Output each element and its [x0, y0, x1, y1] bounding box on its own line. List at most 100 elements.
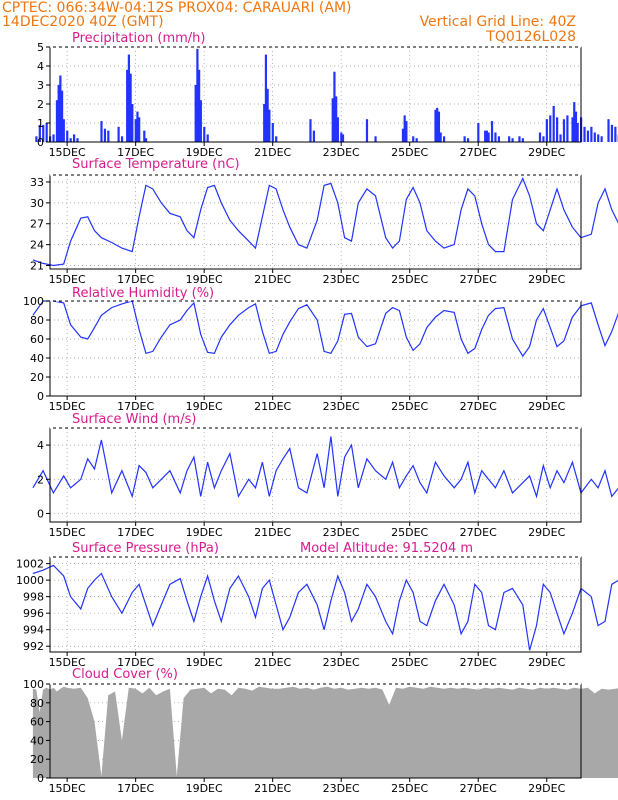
wind-xtick-label: 23DEC: [323, 526, 360, 539]
humidity-xtick-label: 21DEC: [254, 400, 291, 413]
precip-bar: [129, 73, 132, 142]
precip-bar: [497, 136, 500, 142]
humidity-xtick-label: 19DEC: [186, 400, 223, 413]
cloud-ytick-label: 40: [30, 734, 44, 747]
precip-xtick-label: 17DEC: [117, 146, 154, 159]
cloud-ytick-label: 60: [30, 716, 44, 729]
precip-bar: [136, 111, 139, 142]
wind-xtick-label: 21DEC: [254, 526, 291, 539]
precip-bar: [312, 130, 315, 142]
precip-bar: [76, 138, 79, 142]
wind-ytick-label: 4: [37, 439, 44, 452]
header-station-line: CPTEC: 066:34W-04:12S PROX04: CARAUARI (…: [2, 0, 352, 16]
precip-bar: [607, 119, 610, 142]
precip-bar: [35, 136, 38, 142]
pressure-panel: 992 994 996 998 1000 1002 15DEC 17DEC 19DEC 21DEC…: [16, 556, 618, 669]
precip-bar: [131, 104, 134, 142]
precip-bar: [590, 126, 593, 142]
wind-ytick-label: 2: [37, 473, 44, 486]
precip-bar: [549, 115, 552, 142]
precip-bar: [477, 123, 480, 142]
wind-series-line: [32, 436, 618, 499]
precip-bar: [335, 96, 338, 142]
precip-ytick-label: 3: [37, 79, 44, 92]
precip-bar: [57, 85, 60, 142]
cloud-xtick-label: 15DEC: [49, 782, 86, 795]
temperature-ytick-label: 21: [30, 260, 44, 273]
cloud-ytick-label: 20: [30, 753, 44, 766]
wind-panel: 0 2 4 15DEC 17DEC 19DEC 21DEC 23DEC 25DEC 27DEC 29…: [32, 427, 618, 539]
cloud-xtick-label: 25DEC: [391, 782, 428, 795]
precip-bar: [614, 126, 617, 142]
pressure-ytick-label: 996: [23, 607, 44, 620]
precip-bar: [341, 134, 345, 142]
humidity-ytick-label: 100: [23, 295, 44, 308]
precip-bar: [545, 119, 548, 142]
precip-bar: [436, 107, 439, 142]
humidity-xtick-label: 29DEC: [528, 400, 565, 413]
precip-bar: [275, 136, 278, 142]
precip-bar: [573, 102, 576, 142]
precip-bar: [60, 90, 64, 142]
cloud-xtick-label: 29DEC: [528, 782, 565, 795]
precip-bar: [556, 117, 559, 142]
precip-bar: [100, 121, 103, 142]
precip-bar: [508, 136, 511, 142]
pressure-xtick-label: 29DEC: [528, 656, 565, 669]
precip-bar: [521, 138, 524, 142]
precip-bar: [412, 136, 415, 142]
humidity-xtick-label: 17DEC: [117, 400, 154, 413]
pressure-xtick-label: 21DEC: [254, 656, 291, 669]
pressure-ytick-label: 992: [23, 640, 44, 653]
wind-xtick-label: 17DEC: [117, 526, 154, 539]
precip-bar: [576, 123, 579, 142]
precip-bar: [103, 128, 107, 142]
temperature-xtick-label: 25DEC: [391, 273, 428, 286]
precip-bar: [199, 100, 202, 142]
precip-bar: [196, 48, 199, 142]
precip-ytick-label: 5: [37, 41, 44, 54]
precip-bar: [562, 119, 566, 142]
precip-bar: [484, 130, 487, 142]
precip-bar: [266, 88, 269, 142]
temperature-xtick-label: 29DEC: [528, 273, 565, 286]
precip-ytick-label: 1: [37, 117, 44, 130]
precip-xtick-label: 27DEC: [460, 146, 497, 159]
temperature-series-line: [32, 177, 618, 267]
precip-bar: [198, 69, 201, 142]
precip-xtick-label: 23DEC: [323, 146, 360, 159]
precip-bar: [552, 105, 555, 142]
pressure-ytick-label: 994: [23, 624, 44, 637]
humidity-ytick-label: 20: [30, 371, 44, 384]
header-date-line: 14DEC2020 40Z (GMT): [2, 14, 164, 30]
temperature-xtick-label: 19DEC: [186, 273, 223, 286]
precip-bar: [490, 121, 494, 142]
temperature-xtick-label: 21DEC: [254, 273, 291, 286]
pressure-xtick-label: 19DEC: [186, 656, 223, 669]
temperature-frame: [49, 174, 582, 270]
precip-bar: [494, 132, 497, 142]
precip-panel: 0 1 2 3 4 5 15DEC 17DEC 19DEC 21DEC 23DEC 25DEC 27DE…: [35, 41, 618, 159]
cloud-xtick-label: 21DEC: [254, 782, 291, 795]
precip-bar: [434, 109, 437, 142]
precip-bar: [271, 123, 274, 142]
humidity-xtick-label: 23DEC: [323, 400, 360, 413]
precip-bar: [583, 126, 586, 142]
humidity-xtick-label: 27DEC: [460, 400, 497, 413]
precip-xtick-label: 29DEC: [528, 146, 565, 159]
precip-xtick-label: 25DEC: [391, 146, 428, 159]
precip-bar: [268, 109, 271, 142]
temperature-ytick-label: 33: [30, 176, 44, 189]
wind-title: Surface Wind (m/s): [72, 412, 196, 427]
precip-bar: [206, 134, 209, 142]
precip-bar: [331, 98, 334, 142]
header-grid-line-label: Vertical Grid Line: 40Z: [420, 14, 576, 30]
pressure-title: Surface Pressure (hPa): [72, 541, 219, 556]
wind-xtick-label: 15DEC: [49, 526, 86, 539]
precip-bar: [264, 54, 268, 142]
precip-bar: [336, 117, 339, 142]
humidity-series-line: [32, 300, 618, 358]
precip-bar: [463, 136, 466, 142]
cloud-xtick-label: 27DEC: [460, 782, 497, 795]
